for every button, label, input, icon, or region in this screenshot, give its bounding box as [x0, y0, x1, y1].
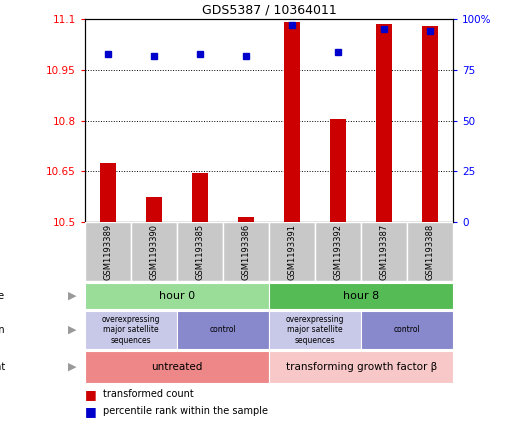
- Bar: [361, 311, 453, 349]
- Text: control: control: [210, 325, 236, 335]
- Text: GSM1193392: GSM1193392: [334, 224, 342, 280]
- Text: overexpressing
major satellite
sequences: overexpressing major satellite sequences: [102, 315, 160, 345]
- Bar: [85, 222, 131, 281]
- Text: GSM1193391: GSM1193391: [287, 224, 297, 280]
- Title: GDS5387 / 10364011: GDS5387 / 10364011: [202, 3, 336, 16]
- Bar: [223, 222, 269, 281]
- Bar: [192, 173, 208, 222]
- Bar: [85, 351, 269, 383]
- Text: GSM1193388: GSM1193388: [426, 224, 435, 280]
- Bar: [376, 24, 392, 222]
- Bar: [177, 311, 269, 349]
- Bar: [85, 311, 177, 349]
- Bar: [407, 222, 453, 281]
- Text: time: time: [0, 291, 5, 301]
- Text: GSM1193385: GSM1193385: [196, 224, 204, 280]
- Bar: [330, 119, 346, 222]
- Text: agent: agent: [0, 362, 5, 372]
- Text: untreated: untreated: [151, 362, 203, 372]
- Text: ▶: ▶: [68, 362, 76, 372]
- Text: transformed count: transformed count: [103, 389, 194, 399]
- Text: GSM1193387: GSM1193387: [380, 224, 389, 280]
- Bar: [177, 222, 223, 281]
- Text: hour 8: hour 8: [343, 291, 379, 301]
- Text: transforming growth factor β: transforming growth factor β: [285, 362, 437, 372]
- Text: GSM1193386: GSM1193386: [242, 224, 251, 280]
- Bar: [131, 222, 177, 281]
- Bar: [269, 351, 453, 383]
- Text: GSM1193389: GSM1193389: [104, 224, 112, 280]
- Bar: [315, 222, 361, 281]
- Text: percentile rank within the sample: percentile rank within the sample: [103, 406, 268, 416]
- Bar: [269, 311, 361, 349]
- Bar: [269, 222, 315, 281]
- Bar: [85, 283, 269, 309]
- Bar: [361, 222, 407, 281]
- Bar: [238, 217, 254, 222]
- Text: hour 0: hour 0: [159, 291, 195, 301]
- Bar: [269, 283, 453, 309]
- Bar: [100, 163, 116, 222]
- Bar: [146, 197, 162, 222]
- Bar: [422, 26, 438, 222]
- Text: ■: ■: [85, 388, 97, 401]
- Text: GSM1193390: GSM1193390: [149, 224, 159, 280]
- Bar: [284, 22, 300, 222]
- Text: ▶: ▶: [68, 291, 76, 301]
- Text: control: control: [394, 325, 421, 335]
- Text: overexpressing
major satellite
sequences: overexpressing major satellite sequences: [286, 315, 345, 345]
- Text: ▶: ▶: [68, 325, 76, 335]
- Text: genotype/variation: genotype/variation: [0, 325, 5, 335]
- Text: ■: ■: [85, 405, 97, 418]
